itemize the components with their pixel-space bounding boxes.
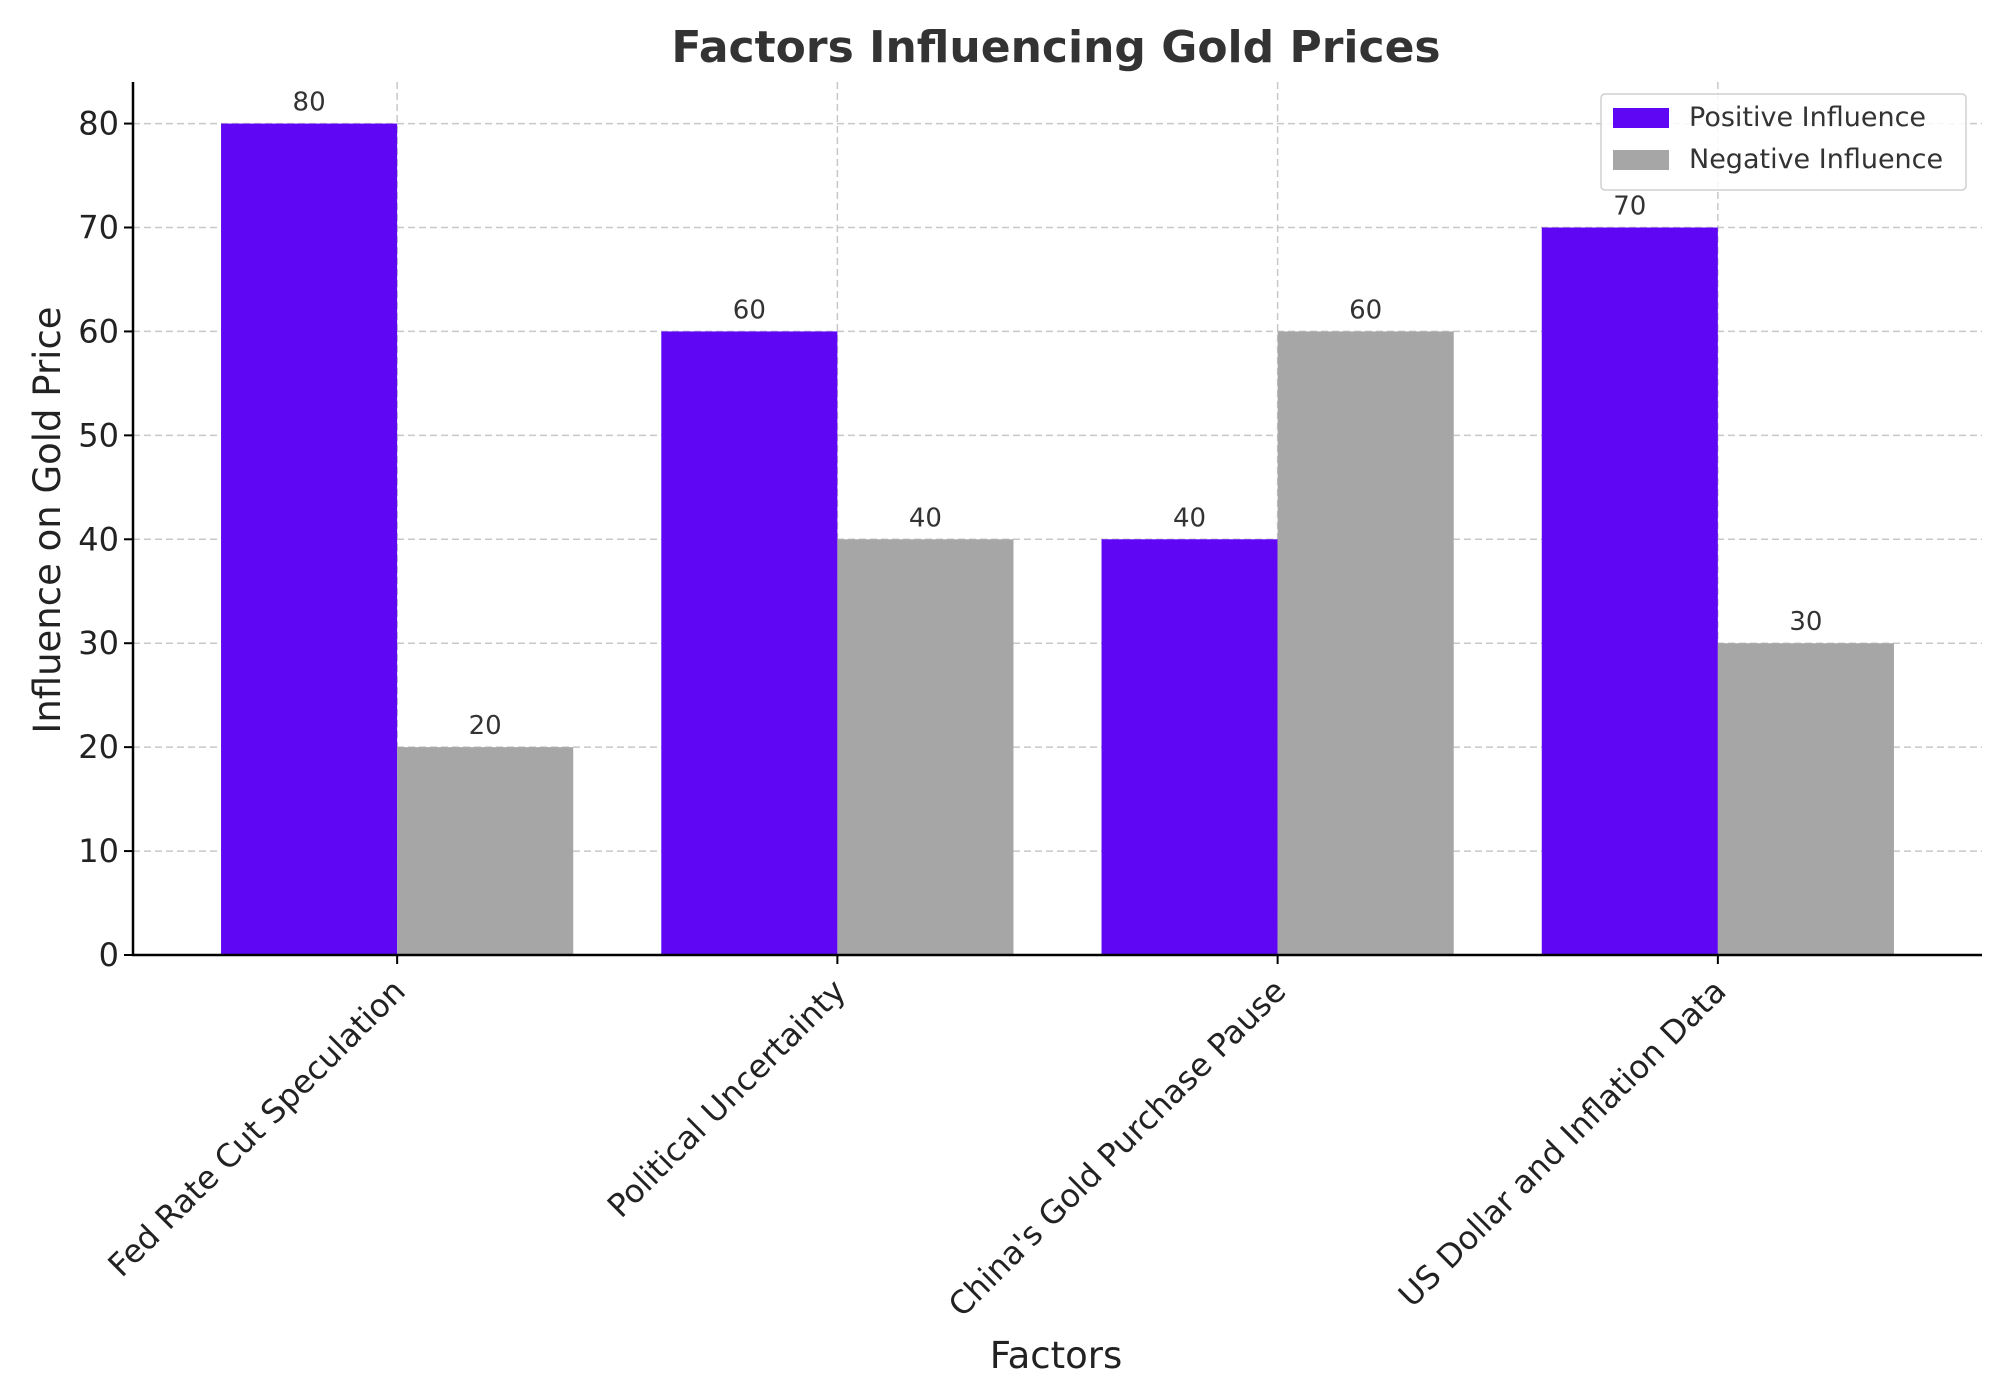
x-tick-label: Political Uncertainty bbox=[600, 972, 853, 1225]
chart-title: Factors Influencing Gold Prices bbox=[671, 22, 1440, 73]
y-tick-label: 60 bbox=[78, 312, 119, 350]
data-label: 40 bbox=[1173, 503, 1206, 533]
bars bbox=[221, 123, 1894, 956]
legend-swatch bbox=[1613, 108, 1669, 128]
bar bbox=[1541, 227, 1718, 955]
x-tick-label: Fed Rate Cut Speculation bbox=[100, 972, 412, 1284]
y-tick-label: 70 bbox=[78, 209, 119, 247]
bar bbox=[1101, 539, 1278, 955]
x-axis-label: Factors bbox=[990, 1334, 1123, 1377]
data-label: 70 bbox=[1613, 192, 1646, 222]
data-label: 40 bbox=[909, 503, 942, 533]
bar bbox=[1717, 643, 1894, 955]
data-label: 20 bbox=[469, 711, 502, 741]
x-tick-label: US Dollar and Inflation Data bbox=[1391, 972, 1734, 1315]
legend-swatch bbox=[1613, 150, 1669, 170]
y-tick-label: 30 bbox=[78, 624, 119, 662]
data-label: 30 bbox=[1789, 607, 1822, 637]
y-axis-label: Influence on Gold Price bbox=[26, 306, 69, 733]
bar bbox=[837, 539, 1014, 955]
legend-label: Negative Influence bbox=[1689, 144, 1943, 175]
data-labels: 80 60 40 70 20 40 60 30 bbox=[293, 88, 1823, 742]
bar bbox=[661, 331, 838, 955]
bar bbox=[1277, 331, 1454, 955]
data-label: 80 bbox=[293, 88, 326, 118]
y-tick-label: 40 bbox=[78, 520, 119, 558]
x-tick-label: China's Gold Purchase Pause bbox=[941, 972, 1293, 1324]
y-tick-label: 50 bbox=[78, 416, 119, 454]
bar bbox=[221, 123, 398, 956]
y-tick-label: 80 bbox=[78, 105, 119, 143]
legend-box bbox=[1600, 93, 1967, 191]
data-label: 60 bbox=[733, 295, 766, 325]
legend: Positive Influence Negative Influence bbox=[1600, 93, 1967, 191]
y-tick-label: 20 bbox=[78, 728, 119, 766]
y-tick-label: 10 bbox=[78, 832, 119, 870]
data-label: 60 bbox=[1349, 295, 1382, 325]
y-tick-label: 0 bbox=[99, 936, 119, 974]
axes bbox=[124, 82, 1982, 964]
bar bbox=[397, 747, 574, 955]
legend-label: Positive Influence bbox=[1689, 102, 1926, 133]
